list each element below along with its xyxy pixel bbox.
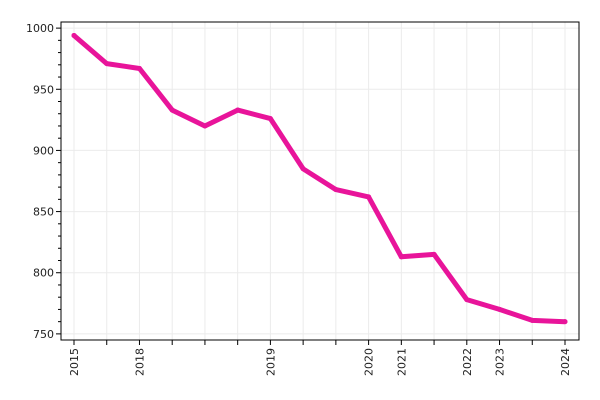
y-tick-label: 750: [33, 328, 54, 341]
x-tick-label: 2018: [133, 348, 146, 376]
x-axis: 2015 2018 2019 2020 2021 2022 2023 2024: [68, 340, 572, 376]
data-point: [497, 306, 503, 312]
data-point: [235, 107, 241, 113]
x-tick-label: 2015: [68, 348, 81, 376]
y-tick-label: 950: [33, 83, 54, 96]
data-point: [202, 123, 208, 129]
x-tick-label: 2019: [264, 348, 277, 376]
x-tick-label: 2020: [363, 348, 376, 376]
data-point: [333, 187, 339, 193]
y-tick-label: 1000: [26, 22, 54, 35]
y-tick-label: 900: [33, 144, 54, 157]
y-tick-label: 850: [33, 206, 54, 219]
y-tick-label: 800: [33, 267, 54, 280]
data-point: [104, 61, 110, 67]
data-point: [267, 116, 273, 122]
data-point: [562, 319, 568, 325]
data-point: [71, 32, 77, 38]
data-point: [169, 107, 175, 113]
x-tick-label: 2022: [461, 348, 474, 376]
series-line: [71, 33, 568, 325]
y-axis: 750 800 850 900 950 1000: [26, 22, 61, 341]
data-point: [529, 317, 535, 323]
series-layer: [71, 32, 568, 325]
plot-area-frame: [60, 21, 580, 341]
grid: [61, 22, 579, 340]
data-point: [300, 166, 306, 172]
x-tick-label: 2021: [395, 348, 408, 376]
x-tick-label: 2023: [494, 348, 507, 376]
data-point: [136, 65, 142, 71]
x-tick-label: 2024: [559, 348, 572, 376]
data-point: [431, 251, 437, 257]
data-point: [464, 297, 470, 303]
data-point: [366, 194, 372, 200]
data-point: [398, 254, 404, 260]
